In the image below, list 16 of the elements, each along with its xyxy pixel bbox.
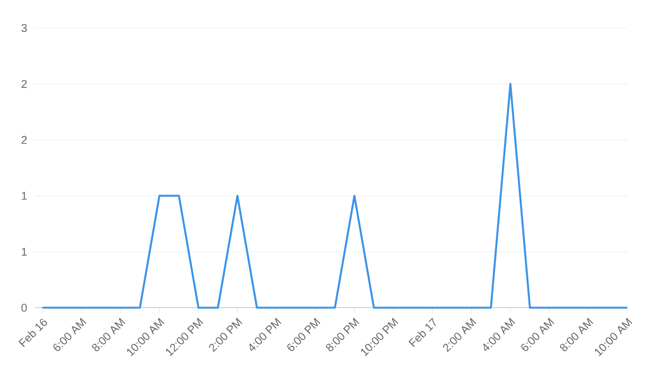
x-tick-label: 8:00 AM <box>92 318 126 352</box>
y-tick-label: 2 <box>22 80 27 88</box>
x-tick-label: 6:00 PM <box>287 318 320 352</box>
y-tick-label: 3 <box>21 24 27 32</box>
x-tick-label: 6:00 AM <box>53 318 86 352</box>
y-tick-label: 0 <box>21 304 27 312</box>
x-tick-label: 8:00 AM <box>560 318 594 352</box>
x-tick-label: 6:00 AM <box>521 318 554 352</box>
x-tick-label: Feb 17 <box>408 318 436 348</box>
x-tick-label: 4:00 AM <box>483 318 516 352</box>
y-tick-label: 1 <box>22 248 27 256</box>
x-tick-label: 4:00 PM <box>249 318 282 352</box>
x-tick-label: 8:00 PM <box>326 318 360 352</box>
x-tick-label: Feb 16 <box>18 318 47 348</box>
y-tick-label: 2 <box>22 136 27 144</box>
y-tick-label: 1 <box>22 192 27 200</box>
